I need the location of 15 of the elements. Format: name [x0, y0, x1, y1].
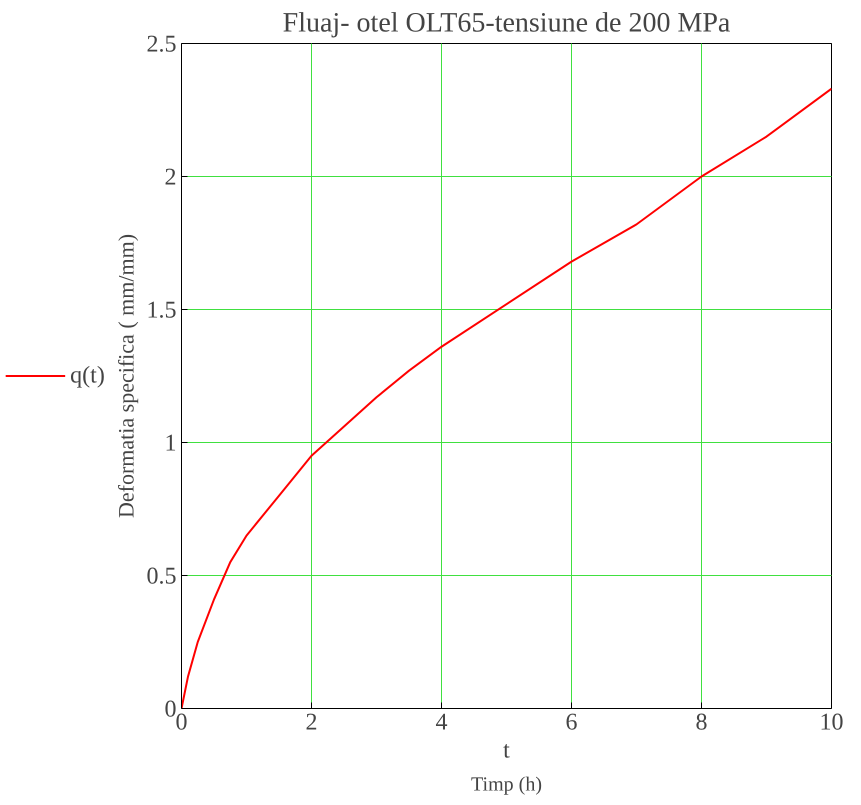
y-tick-label: 2.5	[146, 32, 176, 58]
y-tick-label: 2	[164, 164, 176, 190]
y-axis-title: Deformatia specifica ( mm/mm)	[114, 234, 138, 518]
x-tick-label: 6	[566, 710, 578, 736]
chart-title: Fluaj- otel OLT65-tensiune de 200 MPa	[282, 8, 731, 38]
legend-label: q(t)	[70, 362, 105, 389]
y-tick-label: 0.5	[146, 564, 176, 590]
y-tick-label: 1.5	[146, 298, 176, 324]
x-tick-label: 4	[436, 710, 448, 736]
y-tick-label: 1	[164, 430, 176, 456]
x-tick-label: 2	[306, 710, 318, 736]
x-axis-title: t	[503, 738, 510, 764]
text: Timp (h)	[471, 774, 542, 796]
x-tick-label: 10	[820, 710, 844, 736]
x-tick-label: 8	[696, 710, 708, 736]
